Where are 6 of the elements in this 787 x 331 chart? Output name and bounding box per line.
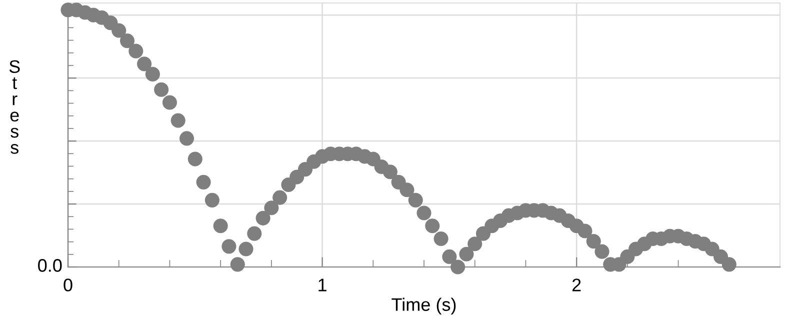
- x-tick-label: 0: [64, 278, 72, 292]
- text: 0.0: [38, 259, 62, 272]
- x-axis-title: Time (s): [392, 298, 456, 315]
- y-axis-title: Stress: [9, 60, 20, 154]
- x-tick-label: 2: [572, 278, 581, 292]
- x-tick-label: 1: [318, 278, 326, 292]
